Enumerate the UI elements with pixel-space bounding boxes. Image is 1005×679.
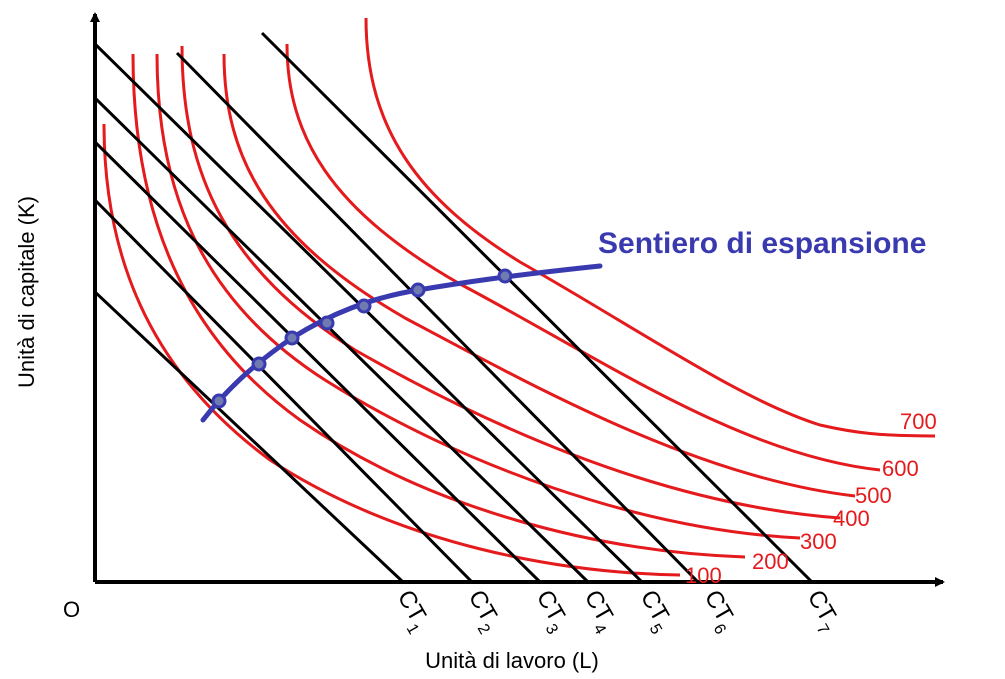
isoquant-3 bbox=[155, 53, 801, 540]
isocost-label-2: CT2 bbox=[458, 586, 507, 638]
isoquant-6 bbox=[285, 43, 881, 472]
tangency-point-5 bbox=[356, 298, 372, 314]
tangency-point-6 bbox=[410, 282, 426, 298]
isoquant-label-1: 100 bbox=[685, 563, 722, 588]
isocost-line-4 bbox=[95, 96, 590, 582]
isocost-label-3: CT3 bbox=[526, 586, 575, 638]
isocost-lines bbox=[95, 31, 814, 582]
tangency-point-7 bbox=[497, 268, 513, 284]
isoquant-curves bbox=[102, 17, 936, 577]
expansion-path-label: Sentiero di espansione bbox=[598, 227, 926, 260]
isoquant-label-3: 300 bbox=[800, 529, 837, 554]
isocost-line-7 bbox=[260, 31, 814, 582]
isocost-label-6: CT6 bbox=[694, 586, 743, 638]
tangency-point-2 bbox=[251, 356, 267, 372]
isoquant-label-2: 200 bbox=[752, 549, 789, 574]
isoquant-label-7: 700 bbox=[900, 409, 937, 434]
isoquant-4 bbox=[180, 45, 841, 520]
isocost-label-5: CT5 bbox=[630, 586, 679, 638]
y-axis-label: Unità di capitale (K) bbox=[14, 196, 39, 388]
isoquant-5 bbox=[222, 53, 856, 498]
isocost-label-4: CT4 bbox=[574, 586, 623, 638]
tangency-point-4 bbox=[319, 315, 335, 331]
isoquant-label-5: 500 bbox=[855, 483, 892, 508]
expansion-path bbox=[200, 263, 603, 423]
x-axis-label: Unità di lavoro (L) bbox=[425, 648, 599, 673]
isoquant-7 bbox=[364, 17, 936, 438]
isoquant-1 bbox=[102, 123, 681, 577]
tangency-point-3 bbox=[284, 330, 300, 346]
tangency-point-1 bbox=[211, 393, 227, 409]
isocost-label-1: CT1 bbox=[387, 586, 436, 638]
isoquant-label-6: 600 bbox=[882, 456, 919, 481]
isocost-line-5 bbox=[95, 42, 644, 582]
isocost-line-2 bbox=[95, 198, 474, 582]
isocost-line-1 bbox=[95, 290, 405, 582]
isocost-line-6 bbox=[175, 51, 700, 582]
origin-label: O bbox=[63, 597, 80, 622]
isocost-label-7: CT7 bbox=[797, 586, 846, 638]
isocost-line-3 bbox=[95, 140, 542, 582]
isoquant-label-4: 400 bbox=[833, 506, 870, 531]
isoquant-2 bbox=[131, 53, 746, 559]
